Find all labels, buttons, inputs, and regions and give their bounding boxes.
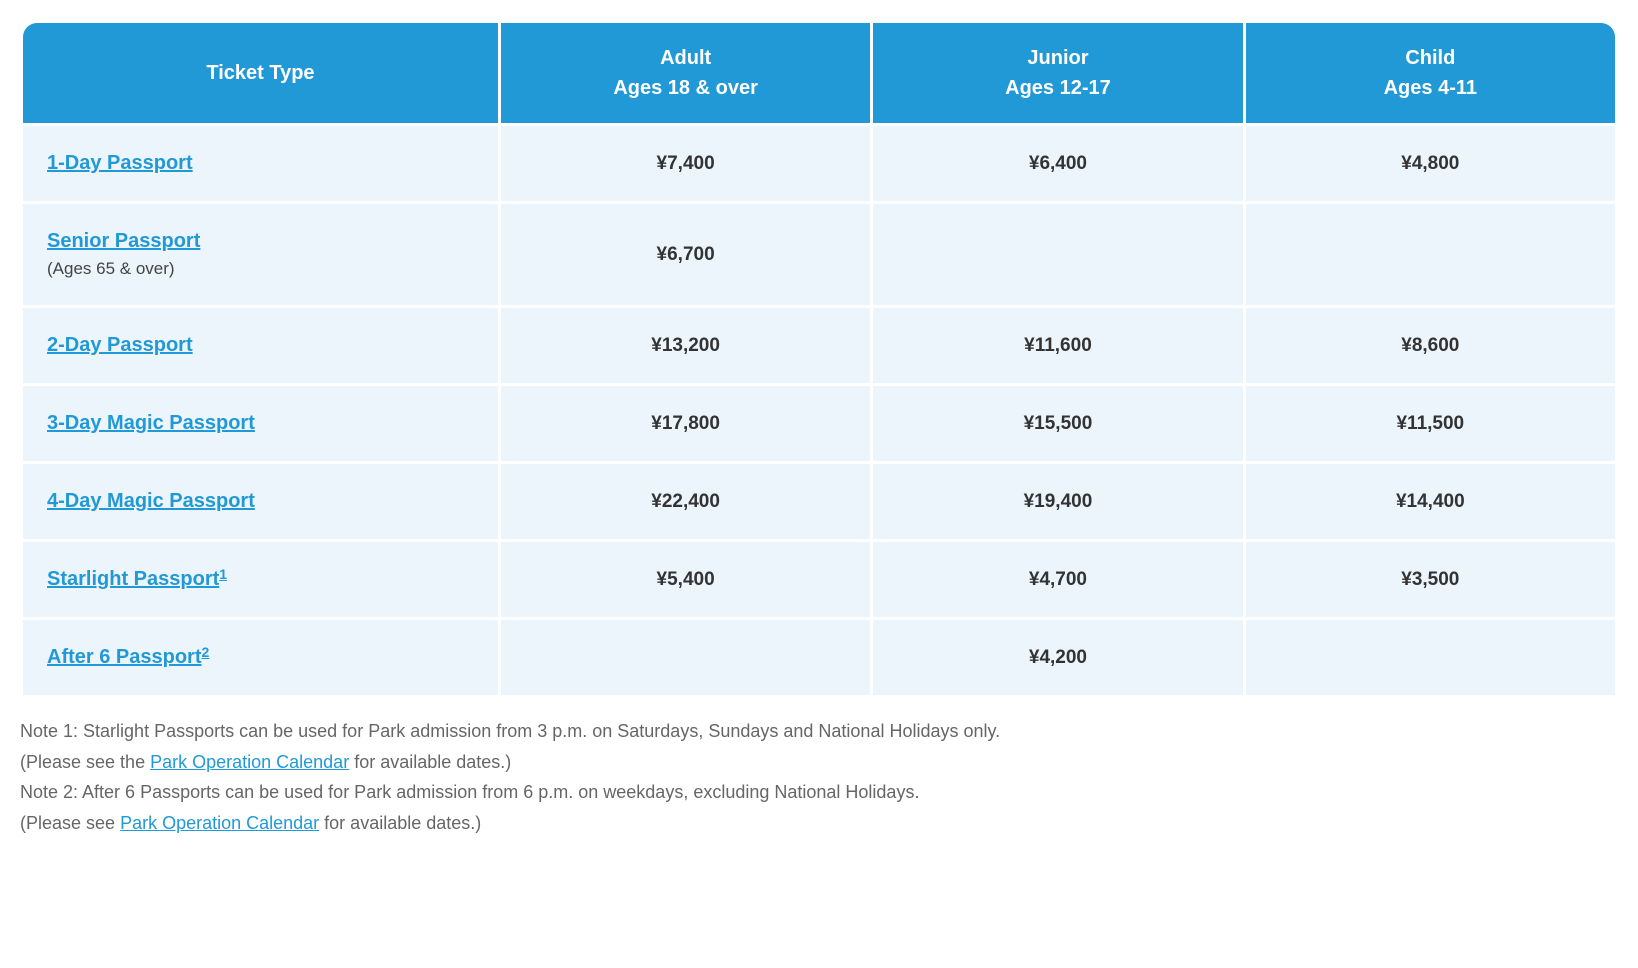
price-junior: ¥15,500 — [873, 386, 1242, 461]
footnote-ref[interactable]: 2 — [202, 644, 210, 660]
table-row: Senior Passport (Ages 65 & over) ¥6,700 — [23, 204, 1615, 305]
footnote-paren-open: (Please see — [20, 813, 120, 833]
col-header-adult: Adult Ages 18 & over — [501, 23, 870, 123]
footnote-2-link-line: (Please see Park Operation Calendar for … — [20, 808, 1618, 839]
ticket-link[interactable]: 2-Day Passport — [47, 334, 193, 356]
park-calendar-link[interactable]: Park Operation Calendar — [150, 752, 349, 772]
col-header-sub: Ages 18 & over — [613, 77, 758, 99]
price-adult — [501, 620, 870, 695]
table-row: 4-Day Magic Passport ¥22,400¥19,400¥14,40… — [23, 464, 1615, 539]
table-row: 2-Day Passport ¥13,200¥11,600¥8,600 — [23, 308, 1615, 383]
price-child: ¥14,400 — [1246, 464, 1615, 539]
table-row: Starlight Passport1¥5,400¥4,700¥3,500 — [23, 542, 1615, 617]
price-junior: ¥4,700 — [873, 542, 1242, 617]
ticket-link[interactable]: Starlight Passport — [47, 568, 219, 590]
footnote-paren-open: (Please see the — [20, 752, 150, 772]
footnote-paren-close: for available dates.) — [319, 813, 481, 833]
footnote-paren-close: for available dates.) — [349, 752, 511, 772]
col-header-label: Junior — [1027, 47, 1088, 69]
price-adult: ¥6,700 — [501, 204, 870, 305]
footnote-1-link-line: (Please see the Park Operation Calendar … — [20, 747, 1618, 778]
park-calendar-link[interactable]: Park Operation Calendar — [120, 813, 319, 833]
footnote-text: Note 1: Starlight Passports can be used … — [20, 721, 1000, 741]
price-child: ¥4,800 — [1246, 126, 1615, 201]
price-adult: ¥22,400 — [501, 464, 870, 539]
ticket-type-cell: 2-Day Passport — [23, 308, 498, 383]
price-adult: ¥13,200 — [501, 308, 870, 383]
price-child — [1246, 620, 1615, 695]
price-junior: ¥19,400 — [873, 464, 1242, 539]
price-child: ¥8,600 — [1246, 308, 1615, 383]
col-header-label: Adult — [660, 47, 711, 69]
ticket-subtext: (Ages 65 & over) — [47, 259, 474, 279]
table-row: 1-Day Passport ¥7,400¥6,400¥4,800 — [23, 126, 1615, 201]
pricing-table-body: 1-Day Passport¥7,400¥6,400¥4,800Senior P… — [23, 126, 1615, 695]
ticket-type-cell: Senior Passport (Ages 65 & over) — [23, 204, 498, 305]
ticket-link[interactable]: Senior Passport — [47, 230, 200, 252]
ticket-pricing-table: Ticket Type Adult Ages 18 & over Junior … — [20, 20, 1618, 698]
price-adult: ¥17,800 — [501, 386, 870, 461]
table-header-row: Ticket Type Adult Ages 18 & over Junior … — [23, 23, 1615, 123]
col-header-sub: Ages 12-17 — [1005, 77, 1111, 99]
footnotes: Note 1: Starlight Passports can be used … — [20, 716, 1618, 838]
price-adult: ¥5,400 — [501, 542, 870, 617]
price-junior — [873, 204, 1242, 305]
table-row: 3-Day Magic Passport ¥17,800¥15,500¥11,50… — [23, 386, 1615, 461]
footnote-1: Note 1: Starlight Passports can be used … — [20, 716, 1618, 747]
price-junior: ¥11,600 — [873, 308, 1242, 383]
ticket-type-cell: After 6 Passport2 — [23, 620, 498, 695]
footnote-text: Note 2: After 6 Passports can be used fo… — [20, 782, 919, 802]
col-header-label: Child — [1405, 47, 1455, 69]
ticket-link[interactable]: 4-Day Magic Passport — [47, 490, 255, 512]
col-header-label: Ticket Type — [206, 62, 314, 84]
table-row: After 6 Passport2 ¥4,200 — [23, 620, 1615, 695]
price-junior: ¥6,400 — [873, 126, 1242, 201]
footnote-ref[interactable]: 1 — [219, 566, 227, 582]
ticket-type-cell: 4-Day Magic Passport — [23, 464, 498, 539]
col-header-sub: Ages 4-11 — [1384, 77, 1477, 99]
ticket-link[interactable]: After 6 Passport — [47, 646, 202, 668]
col-header-child: Child Ages 4-11 — [1246, 23, 1615, 123]
ticket-link[interactable]: 3-Day Magic Passport — [47, 412, 255, 434]
col-header-junior: Junior Ages 12-17 — [873, 23, 1242, 123]
price-adult: ¥7,400 — [501, 126, 870, 201]
ticket-link[interactable]: 1-Day Passport — [47, 152, 193, 174]
ticket-type-cell: 3-Day Magic Passport — [23, 386, 498, 461]
col-header-ticket-type: Ticket Type — [23, 23, 498, 123]
ticket-type-cell: 1-Day Passport — [23, 126, 498, 201]
price-child: ¥3,500 — [1246, 542, 1615, 617]
price-junior: ¥4,200 — [873, 620, 1242, 695]
footnote-2: Note 2: After 6 Passports can be used fo… — [20, 777, 1618, 808]
price-child: ¥11,500 — [1246, 386, 1615, 461]
ticket-type-cell: Starlight Passport1 — [23, 542, 498, 617]
price-child — [1246, 204, 1615, 305]
